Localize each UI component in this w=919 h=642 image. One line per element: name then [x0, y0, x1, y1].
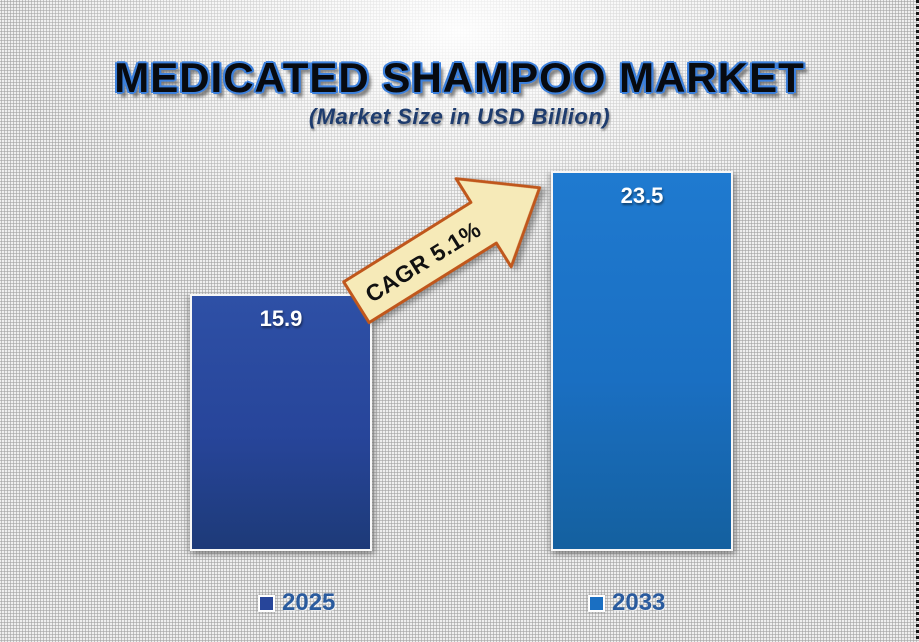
bar-value-label-2033: 23.5	[620, 183, 664, 208]
legend-label-2025: 2025	[282, 589, 336, 616]
up-right-arrow-icon	[342, 177, 542, 325]
legend-item-2033: 2033	[588, 589, 665, 617]
bar-value-label-2025: 15.9	[259, 306, 303, 331]
legend-swatch-2033	[588, 594, 605, 612]
right-edge-dashed-border	[916, 0, 919, 642]
legend: 2025 2033	[0, 589, 919, 623]
legend-label-2033: 2033	[612, 589, 666, 616]
bar-2033: 23.5	[551, 171, 733, 551]
chart-subtitle: (Market Size in USD Billion)	[308, 104, 611, 129]
bar-2025: 15.9	[190, 294, 372, 551]
chart-title: MEDICATED SHAMPOO MARKET	[114, 54, 805, 101]
legend-swatch-2025	[258, 594, 275, 612]
legend-item-2025: 2025	[258, 589, 335, 617]
cagr-growth-arrow: CAGR 5.1%	[323, 136, 573, 354]
